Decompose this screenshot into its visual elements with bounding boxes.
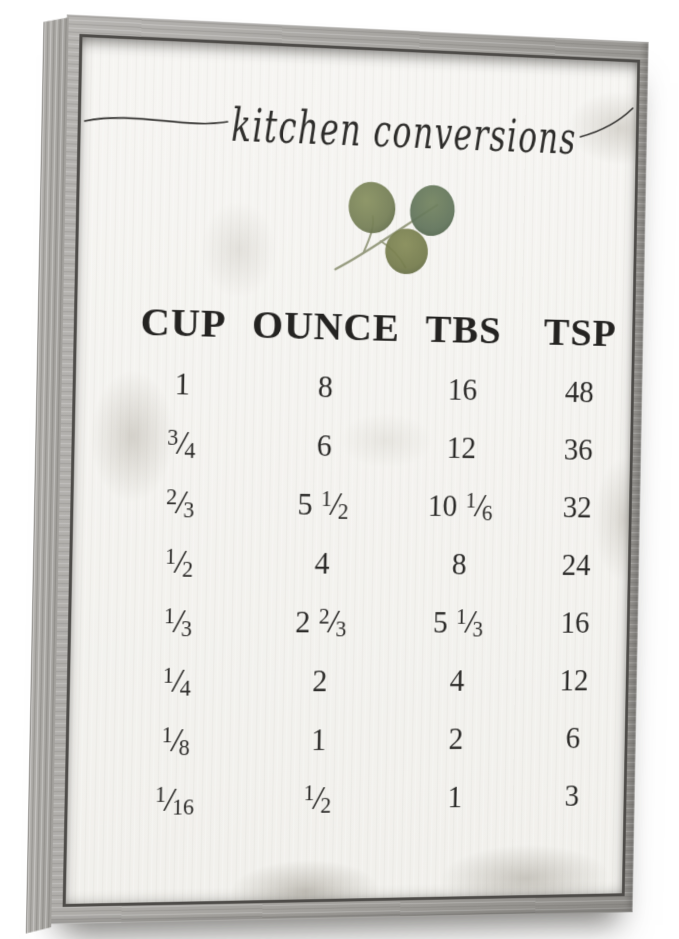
table-cell-cup-row7: 1/8 <box>161 721 190 760</box>
table-cell-tsp-row6: 12 <box>559 663 589 698</box>
table-cell-tbs-row7: 2 <box>448 721 464 756</box>
frame-shadow-gap: kitchen conversions <box>62 33 641 907</box>
eucalyptus-leaves-icon <box>324 178 460 278</box>
table-cell-tbs-row2: 12 <box>446 430 477 465</box>
table-cell-tbs-row8: 1 <box>447 779 463 815</box>
table-cell-ounce-row2: 6 <box>316 428 332 463</box>
conversion-table: CUP OUNCE TBS TSP 1 8 16 48 3/4 6 12 36 2/3 5 1/2 10 1/6… <box>93 293 623 831</box>
table-cell-ounce-row5: 2 2/3 <box>294 603 347 641</box>
sign-title-text: kitchen conversions <box>231 99 577 165</box>
table-cell-ounce-row4: 4 <box>314 546 330 581</box>
leaf-right <box>405 180 460 241</box>
table-cell-tsp-row2: 36 <box>563 432 593 467</box>
table-cell-tsp-row1: 48 <box>564 374 594 410</box>
table-cell-tsp-row4: 24 <box>561 547 591 582</box>
table-cell-tsp-row5: 16 <box>560 605 590 640</box>
table-cell-tbs-row1: 16 <box>447 372 478 407</box>
table-cell-ounce-row1: 8 <box>317 369 334 405</box>
column-header-tbs: TBS <box>425 305 502 353</box>
table-cell-cup-row2: 3/4 <box>167 424 196 463</box>
sign-title: kitchen conversions <box>80 99 637 166</box>
title-flourish-left <box>85 116 228 127</box>
sign-canvas: kitchen conversions <box>65 37 638 904</box>
leaf-left <box>345 178 399 237</box>
table-cell-tbs-row5: 5 1/3 <box>432 603 484 641</box>
table-cell-tbs-row3: 10 1/6 <box>427 487 493 525</box>
framed-sign: kitchen conversions <box>25 14 649 934</box>
frame-left-side <box>25 17 69 934</box>
column-header-cup: CUP <box>140 298 227 346</box>
table-cell-tbs-row6: 4 <box>449 663 465 698</box>
table-cell-tbs-row4: 8 <box>451 547 467 582</box>
column-header-tsp: TSP <box>543 308 617 355</box>
table-cell-cup-row4: 1/2 <box>164 543 194 582</box>
table-cell-ounce-row8: 1/2 <box>303 780 332 818</box>
table-cell-cup-row5: 1/3 <box>163 602 193 641</box>
table-cell-cup-row1: 1 <box>174 366 191 402</box>
table-cell-tsp-row7: 6 <box>565 721 581 755</box>
column-header-ounce: OUNCE <box>251 301 401 350</box>
table-cell-ounce-row7: 1 <box>310 722 327 757</box>
table-cell-tsp-row8: 3 <box>564 778 580 813</box>
table-cell-ounce-row3: 5 1/2 <box>297 485 349 524</box>
table-cell-cup-row8: 1/16 <box>154 781 195 820</box>
table-cell-cup-row3: 2/3 <box>165 483 195 522</box>
table-cell-cup-row6: 1/4 <box>162 662 192 701</box>
leaf-bottom <box>382 226 431 277</box>
title-flourish-right <box>580 106 632 139</box>
table-cell-ounce-row6: 2 <box>311 663 328 699</box>
table-cell-tsp-row3: 32 <box>562 490 592 525</box>
